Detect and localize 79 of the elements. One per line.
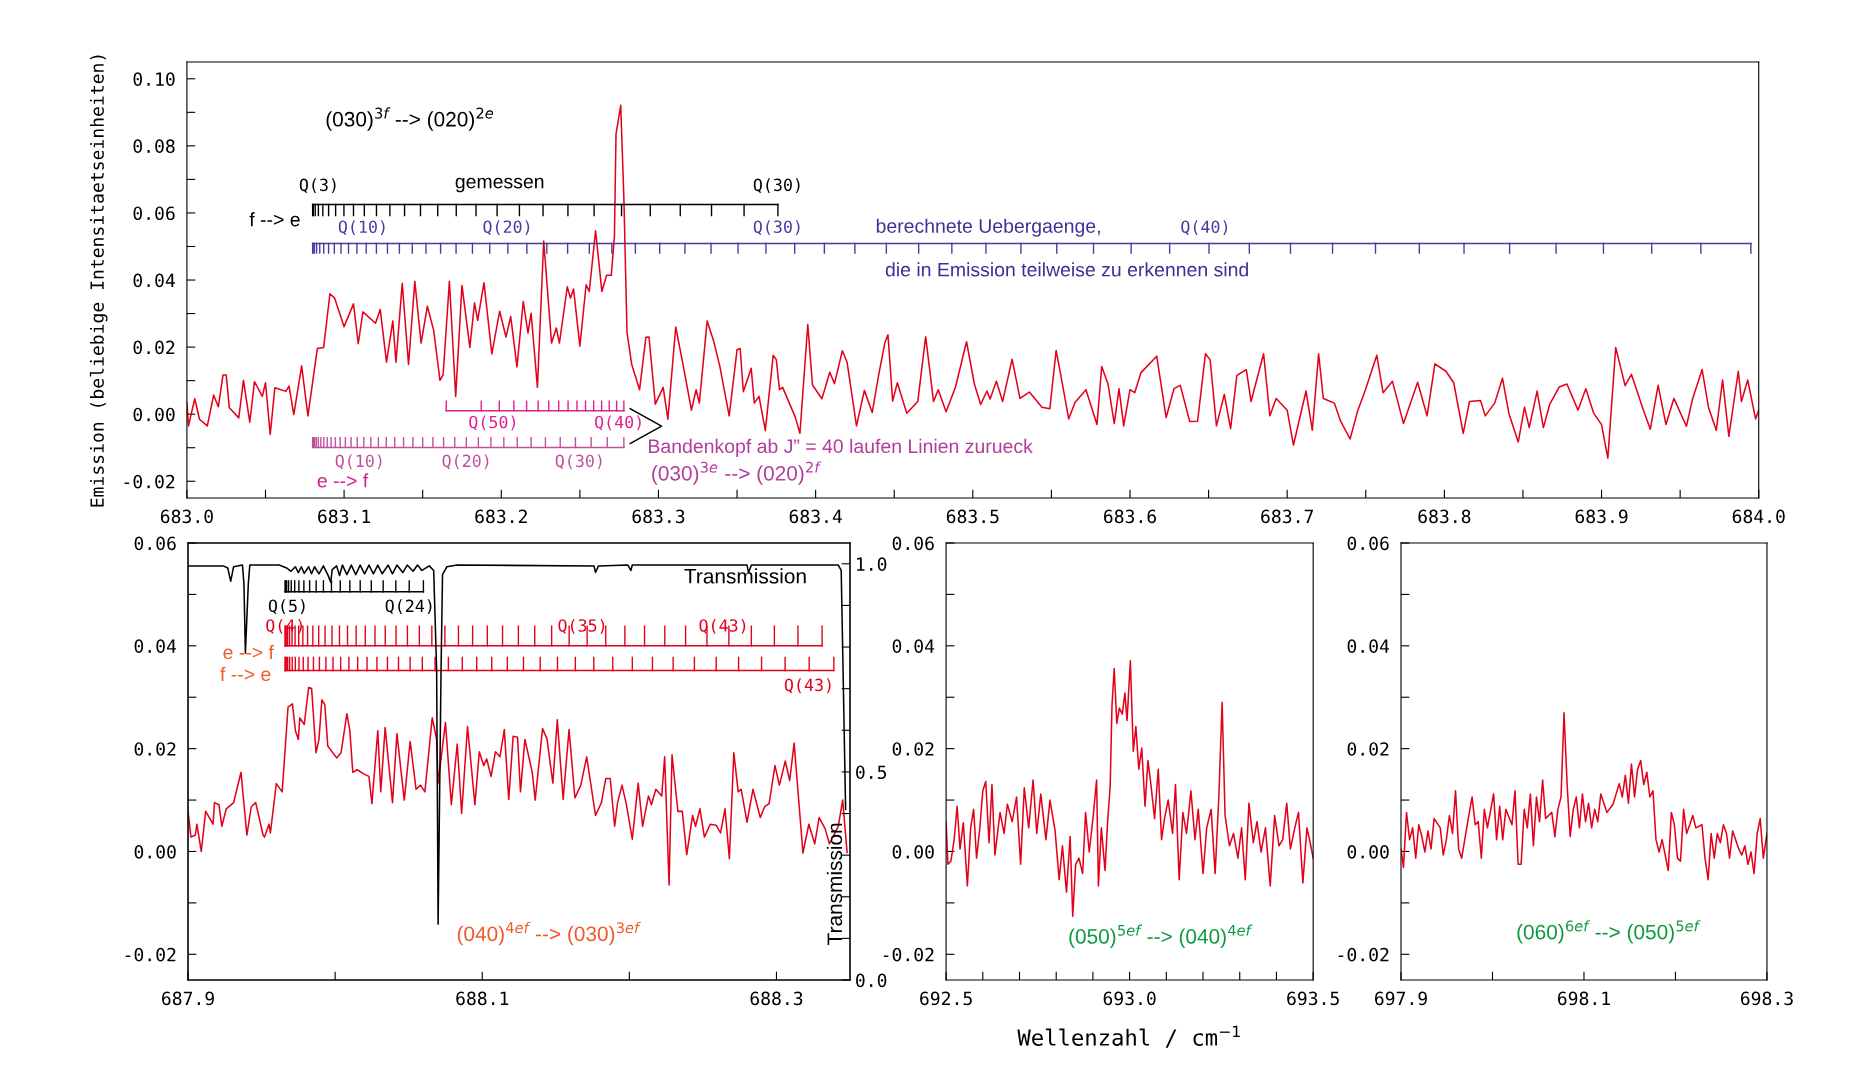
- x-tick-label: 684.0: [1732, 509, 1785, 524]
- x-tick-label: 683.6: [1104, 509, 1156, 524]
- annotation: f --> e: [249, 212, 300, 227]
- x-tick-label: 683.0: [160, 509, 213, 524]
- x-tick-label: 683.1: [318, 509, 371, 524]
- annotation: f --> e: [220, 666, 271, 682]
- y-tick-label: 0.00: [133, 407, 175, 422]
- y-tick-label: 0.06: [1347, 536, 1389, 551]
- y-tick-label: 0.02: [892, 742, 934, 756]
- annotation: Q(43): [784, 678, 831, 694]
- annotation: Q(10): [335, 454, 382, 470]
- annotation: Q(20): [442, 454, 489, 470]
- x-tick-label: 688.3: [750, 991, 803, 1006]
- annotation: Q(24): [385, 599, 432, 615]
- annotation: Q(35): [558, 618, 605, 634]
- x-tick-label: 683.4: [789, 509, 842, 524]
- annotation: Q(30): [555, 454, 602, 470]
- y-tick-label: 0.02: [133, 340, 175, 355]
- y2-tick-label: 0.5: [856, 765, 887, 780]
- annotation: e --> f: [223, 644, 274, 660]
- y-tick-label: 0.04: [892, 639, 935, 653]
- y-tick-label: -0.02: [124, 474, 175, 489]
- y-tick-label: -0.02: [1338, 947, 1389, 962]
- y-tick-label: 0.10: [133, 72, 175, 86]
- annotation: e --> f: [317, 473, 369, 488]
- annotation: Q(40): [595, 415, 641, 431]
- x-tick-label: 693.0: [1103, 991, 1156, 1006]
- annotation: die in Emission teilweise zu erkennen sind: [885, 262, 1248, 277]
- x-tick-label: 683.3: [632, 509, 685, 524]
- annotation: Q(4): [266, 618, 302, 634]
- annotation: (060)$^{6ef}$ --> (050)$^{5ef}$: [1517, 920, 1701, 944]
- annotation: Q(43): [699, 618, 746, 634]
- x-tick-label: 688.1: [456, 991, 509, 1006]
- annotation: Q(10): [338, 220, 385, 235]
- legend-label: Transmission: [684, 568, 806, 584]
- annotation: Q(5): [268, 599, 305, 615]
- y-tick-label: -0.02: [125, 947, 176, 962]
- annotation: (030)$^{3f}$ --> (020)$^{2e}$: [326, 107, 494, 131]
- x-tick-label: 683.9: [1575, 509, 1628, 524]
- x-tick-label: 683.5: [946, 509, 999, 524]
- y-tick-label: 0.00: [892, 844, 934, 859]
- annotation: Q(30): [753, 178, 800, 194]
- y-tick-label: 0.04: [134, 639, 177, 653]
- annotation: berechnete Uebergaenge,: [876, 218, 1100, 237]
- annotation: Q(20): [483, 220, 530, 235]
- x-tick-label: 698.1: [1557, 991, 1610, 1006]
- x-tick-label: 683.7: [1261, 509, 1313, 524]
- y2-tick-label: 0.0: [856, 973, 887, 988]
- x-tick-label: 692.5: [920, 991, 972, 1006]
- y-tick-label: 0.00: [134, 844, 176, 859]
- y2-axis-title: Transmission: [826, 823, 843, 945]
- y-axis-title: Emission (beliebige Intensitaetseinheiten): [89, 55, 108, 507]
- y-tick-label: 0.02: [134, 742, 176, 756]
- y-tick-label: 0.02: [1347, 742, 1389, 756]
- x-tick-label: 683.2: [475, 509, 527, 524]
- annotation: Bandenkopf ab J” = 40 laufen Linien zurueck: [649, 438, 1033, 457]
- annotation: (030)$^{3e}$ --> (020)$^{2f}$: [652, 461, 822, 485]
- y2-tick-label: 1.0: [857, 557, 887, 571]
- y-tick-label: 0.06: [892, 536, 934, 551]
- x-tick-label: 697.9: [1375, 991, 1427, 1006]
- annotation: Q(30): [753, 220, 800, 235]
- y-tick-label: 0.04: [133, 273, 175, 288]
- y-tick-label: 0.06: [134, 536, 176, 551]
- annotation: gemessen: [455, 177, 544, 193]
- annotation: Q(3): [299, 178, 336, 194]
- y-tick-label: 0.08: [133, 139, 175, 154]
- annotation: Q(50): [469, 415, 516, 431]
- y-tick-label: 0.00: [1347, 844, 1389, 859]
- x-tick-label: 687.9: [162, 991, 214, 1006]
- x-tick-label: 693.5: [1287, 991, 1339, 1006]
- y-tick-label: 0.06: [133, 206, 175, 221]
- y-tick-label: 0.04: [1347, 639, 1390, 653]
- annotation: (050)$^{5ef}$ --> (040)$^{4ef}$: [1069, 924, 1253, 948]
- x-tick-label: 683.8: [1418, 509, 1471, 524]
- annotation: (040)$^{4ef}$ --> (030)$^{3ef}$: [457, 921, 641, 946]
- annotation: Q(40): [1181, 220, 1228, 235]
- y-tick-label: -0.02: [883, 947, 934, 962]
- x-axis-title: Wellenzahl / cm$^{−1}$: [1017, 1025, 1240, 1048]
- x-tick-label: 698.3: [1740, 991, 1793, 1006]
